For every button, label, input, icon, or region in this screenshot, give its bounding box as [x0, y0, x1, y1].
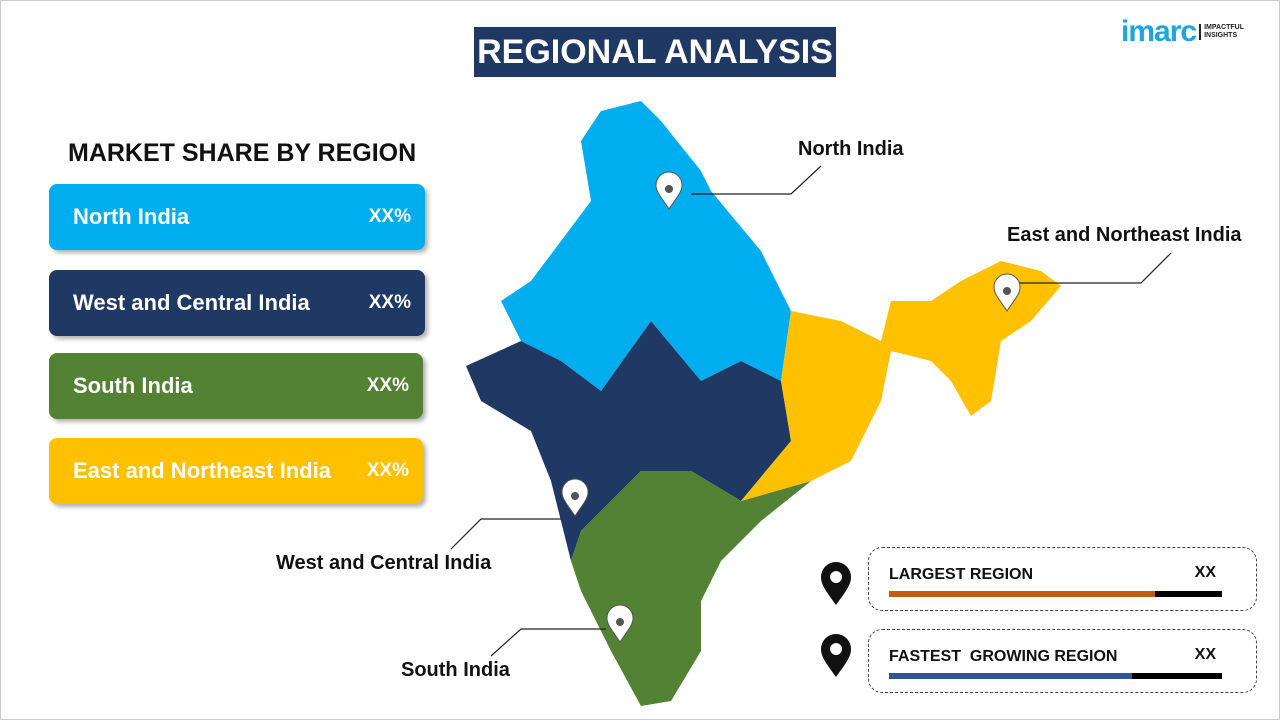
- map-label-north: North India: [798, 138, 904, 160]
- region-card-south: South India XX%: [49, 353, 423, 419]
- region-card-north: North India XX%: [49, 184, 425, 250]
- map-region-east: [741, 261, 1061, 501]
- market-share-heading: MARKET SHARE BY REGION: [68, 139, 417, 167]
- pin-icon: [821, 634, 851, 677]
- page-title: REGIONAL ANALYSIS: [474, 27, 836, 77]
- pin-icon: [821, 562, 851, 605]
- region-card-west-central: West and Central India XX%: [49, 270, 425, 336]
- largest-region-box: LARGEST REGION XX: [868, 547, 1257, 611]
- map-region-north: [501, 101, 791, 391]
- region-card-east-northeast: East and Northeast India XX%: [49, 438, 423, 504]
- fastest-growing-region-box: FASTEST GROWING REGION XX: [868, 629, 1257, 693]
- largest-region-bar: [889, 591, 1222, 597]
- map-label-west: West and Central India: [276, 552, 492, 574]
- imarc-logo: imarc IMPACTFUL INSIGHTS: [1121, 15, 1244, 48]
- map-label-south: South India: [401, 659, 510, 681]
- fastest-growing-region-bar: [889, 673, 1222, 679]
- map-region-south: [571, 471, 811, 706]
- map-region-west-central: [466, 321, 791, 561]
- map-label-east: East and Northeast India: [1007, 224, 1242, 246]
